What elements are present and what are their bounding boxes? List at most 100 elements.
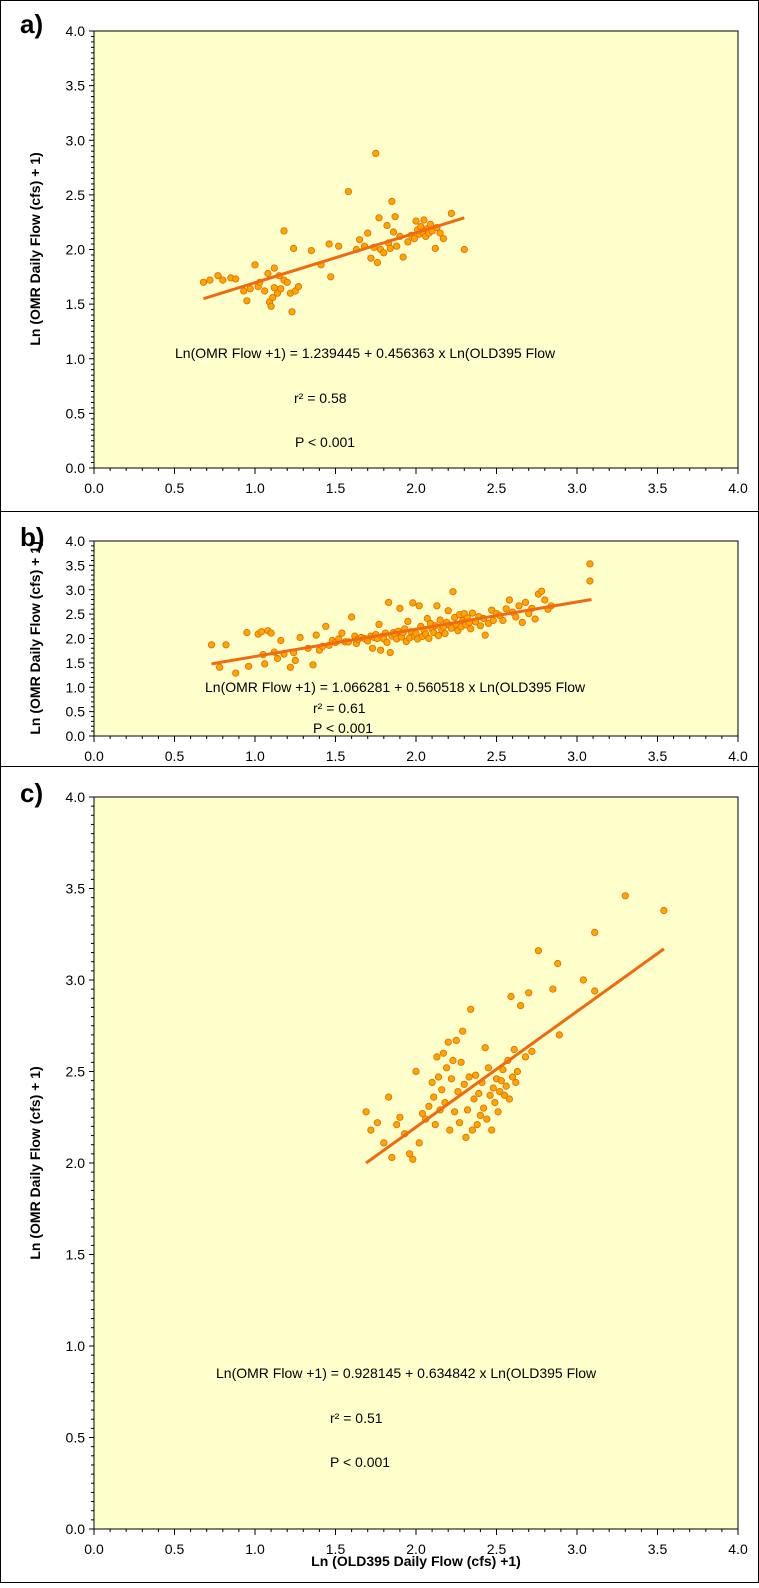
data-point — [412, 1067, 420, 1076]
data-point — [431, 1121, 439, 1129]
data-point — [270, 264, 278, 272]
data-point — [470, 1095, 478, 1103]
x-tick-label: 2.0 — [406, 480, 426, 496]
y-tick-label: 3.5 — [66, 78, 86, 94]
x-tick-label: 3.0 — [567, 480, 587, 496]
data-point — [388, 1153, 396, 1162]
data-point — [399, 253, 407, 261]
plot-area — [93, 796, 739, 1530]
y-tick-label: 0.0 — [66, 728, 86, 744]
y-tick-label: 2.5 — [66, 1064, 86, 1080]
data-point — [516, 1001, 525, 1010]
data-point — [494, 1108, 502, 1116]
trend-line — [365, 947, 665, 1165]
x-tick-label: 4.0 — [728, 1541, 748, 1557]
chart-panel-a: a) 0.0 0.5 1.0 1.5 2.0 2.5 3.0 3.5 4.0 0.0 0.5 1.0… — [20, 9, 748, 496]
data-point — [510, 1045, 518, 1054]
data-point — [264, 269, 272, 278]
data-point — [534, 947, 543, 955]
data-point — [267, 302, 275, 310]
data-point — [388, 197, 396, 205]
y-axis-ticks: 0.0 0.5 1.0 1.5 2.0 2.5 3.0 3.5 4.0 — [66, 789, 94, 1537]
x-tick-label: 2.5 — [487, 748, 507, 764]
data-point — [467, 625, 475, 633]
y-tick-label: 0.0 — [66, 460, 86, 476]
data-point — [459, 1027, 467, 1035]
data-point — [373, 258, 381, 267]
data-point — [207, 641, 216, 649]
x-tick-label: 1.0 — [245, 1541, 265, 1557]
data-point — [199, 278, 208, 286]
data-point — [507, 992, 515, 1001]
data-point — [518, 618, 526, 627]
x-tick-label: 1.5 — [326, 1541, 346, 1557]
x-tick-label: 4.0 — [728, 480, 748, 496]
r-squared: r² = 0.51 — [330, 1410, 383, 1426]
plot-area — [93, 30, 739, 469]
y-tick-label: 4.0 — [66, 23, 86, 39]
y-tick-label: 1.0 — [66, 351, 86, 367]
data-point — [484, 1064, 493, 1072]
data-point — [393, 1121, 401, 1129]
panel-label: a) — [20, 9, 43, 39]
data-point — [396, 1113, 404, 1121]
data-point — [286, 663, 294, 671]
data-point — [502, 605, 510, 613]
data-point — [442, 1064, 451, 1072]
data-point — [376, 646, 385, 654]
data-point — [481, 631, 489, 639]
data-point — [436, 229, 444, 237]
data-point — [415, 602, 423, 610]
y-tick-label: 3.5 — [66, 881, 86, 897]
data-point — [243, 297, 251, 305]
data-point — [621, 892, 629, 900]
data-point — [404, 617, 412, 626]
data-point — [240, 287, 248, 295]
data-point — [364, 229, 372, 237]
data-point — [294, 282, 303, 291]
data-point — [347, 613, 356, 621]
data-point — [384, 1093, 393, 1101]
data-point — [513, 1067, 522, 1076]
data-point — [531, 615, 539, 623]
data-point — [502, 1082, 510, 1090]
p-value: P < 0.001 — [330, 1454, 390, 1470]
y-tick-label: 1.5 — [66, 655, 86, 671]
x-tick-label: 2.5 — [487, 480, 507, 496]
data-point — [499, 616, 507, 625]
data-point — [505, 596, 513, 604]
data-point — [438, 1086, 446, 1094]
data-point — [500, 1091, 509, 1099]
data-point — [420, 216, 428, 224]
regression-equation: Ln(OMR Flow +1) = 0.928145 + 0.634842 x … — [216, 1365, 597, 1381]
x-tick-label: 3.5 — [648, 1541, 668, 1557]
data-point — [367, 254, 375, 262]
data-point — [261, 287, 269, 295]
regression-equation: Ln(OMR Flow +1) = 1.066281 + 0.560518 x … — [205, 679, 586, 695]
data-point — [362, 1108, 370, 1116]
data-point — [322, 622, 330, 630]
chart-panel-b: b) 0.0 0.5 1.0 1.5 2.0 2.5 3.0 3.5 4.0 0.0 0.5 1.0… — [20, 522, 748, 764]
data-point — [288, 308, 296, 316]
data-point — [491, 1099, 499, 1107]
data-point — [375, 620, 383, 629]
data-point — [591, 987, 599, 995]
y-tick-label: 1.5 — [66, 1247, 86, 1263]
data-point — [425, 634, 433, 643]
data-point — [471, 1071, 480, 1079]
data-point — [473, 1121, 481, 1129]
data-point — [433, 1053, 441, 1061]
trend-line — [203, 216, 465, 301]
data-point — [434, 1073, 443, 1081]
data-point — [430, 1093, 438, 1101]
data-point — [267, 629, 275, 637]
x-tick-label: 0.0 — [84, 1541, 104, 1557]
y-tick-label: 3.0 — [66, 132, 86, 148]
data-point — [586, 577, 594, 585]
data-point — [307, 247, 315, 255]
data-point — [431, 244, 439, 252]
data-point — [463, 1106, 472, 1114]
data-point — [269, 293, 277, 302]
x-tick-label: 2.0 — [406, 1541, 426, 1557]
